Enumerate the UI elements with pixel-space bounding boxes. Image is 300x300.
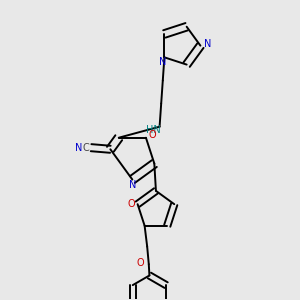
- Text: N: N: [75, 143, 82, 153]
- Text: HN: HN: [146, 125, 161, 135]
- Text: N: N: [159, 57, 166, 67]
- Text: N: N: [204, 39, 211, 49]
- Text: N: N: [129, 180, 136, 190]
- Text: C: C: [82, 143, 89, 153]
- Text: O: O: [128, 199, 135, 209]
- Text: O: O: [137, 258, 145, 268]
- Text: O: O: [148, 130, 156, 140]
